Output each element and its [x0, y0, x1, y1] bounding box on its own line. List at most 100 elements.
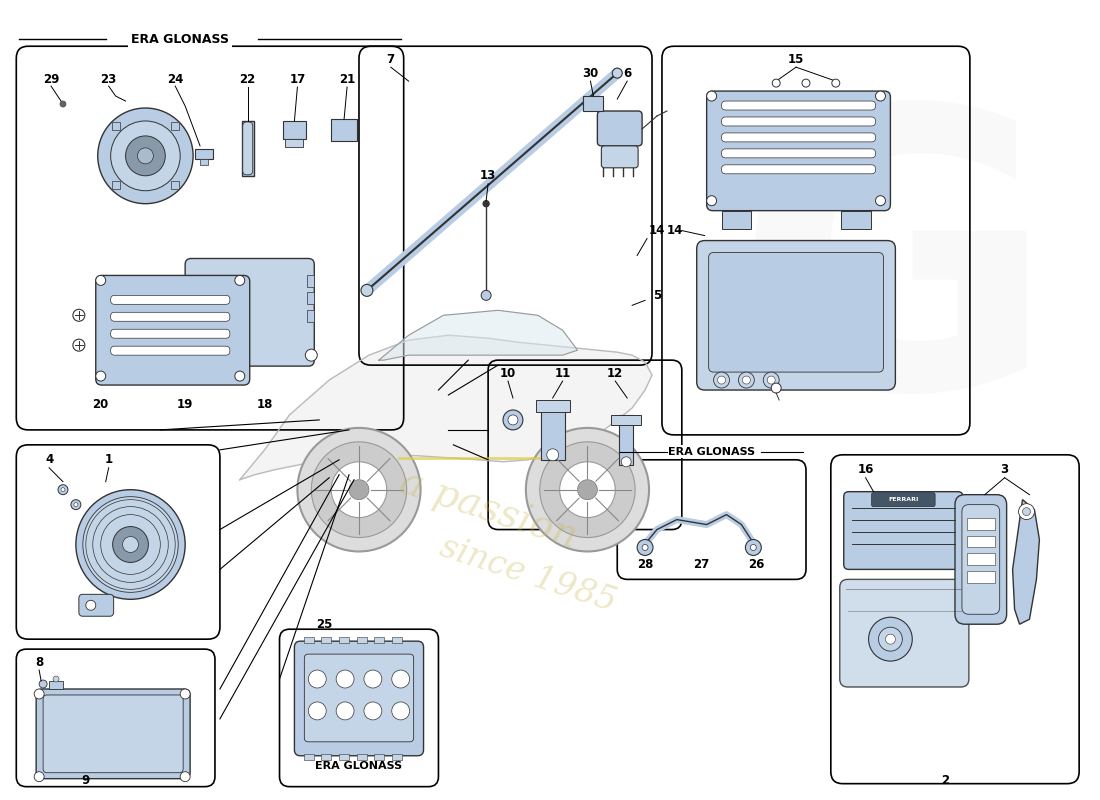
Circle shape [772, 79, 780, 87]
Bar [619, 415, 634, 465]
Text: 17: 17 [289, 73, 306, 86]
Circle shape [613, 68, 623, 78]
Bar [170, 122, 179, 130]
Circle shape [73, 310, 85, 322]
Bar [339, 754, 349, 760]
Circle shape [876, 91, 886, 101]
Polygon shape [378, 310, 578, 360]
FancyBboxPatch shape [43, 695, 184, 773]
FancyBboxPatch shape [111, 295, 230, 304]
Text: 30: 30 [582, 66, 598, 80]
Text: 28: 28 [637, 558, 653, 571]
Text: ERA GLONASS: ERA GLONASS [316, 761, 403, 770]
Text: 29: 29 [43, 73, 59, 86]
Text: ERA GLONASS: ERA GLONASS [668, 447, 756, 457]
Bar [339, 637, 349, 643]
Text: 15: 15 [788, 53, 804, 66]
Bar [612, 415, 641, 425]
Circle shape [331, 462, 387, 518]
Bar [170, 182, 179, 190]
Text: 8: 8 [35, 655, 43, 669]
Circle shape [738, 372, 755, 388]
Text: 16: 16 [857, 463, 873, 476]
Circle shape [1019, 504, 1034, 519]
FancyBboxPatch shape [111, 330, 230, 338]
Circle shape [74, 502, 78, 506]
Circle shape [234, 275, 245, 286]
Circle shape [361, 285, 373, 296]
FancyBboxPatch shape [111, 346, 230, 355]
Circle shape [560, 462, 615, 518]
FancyBboxPatch shape [722, 149, 876, 158]
Circle shape [1023, 508, 1031, 515]
Circle shape [34, 689, 44, 699]
Polygon shape [1013, 500, 1040, 624]
Circle shape [122, 537, 139, 553]
Circle shape [540, 442, 635, 538]
Circle shape [337, 670, 354, 688]
Circle shape [750, 545, 757, 550]
Bar [392, 637, 402, 643]
Circle shape [34, 772, 44, 782]
Bar [195, 149, 213, 159]
Circle shape [392, 702, 409, 720]
Text: G: G [736, 92, 1055, 469]
Text: 1: 1 [104, 454, 112, 466]
Bar [112, 122, 120, 130]
Circle shape [886, 634, 895, 644]
Bar [722, 210, 751, 229]
Circle shape [547, 449, 559, 461]
Bar [307, 292, 315, 304]
Text: 10: 10 [499, 366, 516, 379]
Circle shape [96, 275, 106, 286]
FancyBboxPatch shape [602, 146, 638, 168]
FancyBboxPatch shape [871, 493, 935, 506]
Text: 25: 25 [316, 618, 332, 630]
Text: 14: 14 [667, 224, 683, 237]
Circle shape [642, 545, 648, 550]
Circle shape [771, 383, 781, 393]
Bar [305, 637, 315, 643]
Circle shape [364, 702, 382, 720]
Circle shape [82, 497, 178, 592]
Circle shape [234, 371, 245, 381]
Text: a passion: a passion [395, 463, 582, 556]
FancyBboxPatch shape [96, 275, 250, 385]
Bar [358, 637, 367, 643]
Bar [358, 754, 367, 760]
Text: 11: 11 [554, 366, 571, 379]
Circle shape [40, 680, 47, 688]
Bar [392, 754, 402, 760]
Circle shape [832, 79, 839, 87]
Bar [967, 554, 994, 566]
Circle shape [111, 121, 180, 190]
Circle shape [73, 339, 85, 351]
FancyBboxPatch shape [79, 594, 113, 616]
FancyBboxPatch shape [696, 241, 895, 390]
Text: 5: 5 [653, 289, 661, 302]
Bar [307, 275, 315, 287]
Circle shape [578, 480, 597, 500]
Circle shape [717, 376, 726, 384]
Circle shape [70, 500, 81, 510]
Bar [331, 119, 358, 141]
Circle shape [60, 101, 66, 107]
Text: FERRARI: FERRARI [888, 497, 918, 502]
Text: 3: 3 [1001, 463, 1009, 476]
Circle shape [763, 372, 779, 388]
Circle shape [364, 670, 382, 688]
Circle shape [481, 290, 491, 300]
Circle shape [483, 201, 490, 206]
Text: 13: 13 [480, 170, 496, 182]
Circle shape [96, 371, 106, 381]
Circle shape [392, 670, 409, 688]
Circle shape [802, 79, 810, 87]
Bar [200, 159, 208, 165]
Circle shape [637, 539, 653, 555]
FancyBboxPatch shape [844, 492, 962, 570]
Bar [286, 139, 304, 147]
Circle shape [306, 349, 317, 361]
Text: 27: 27 [694, 558, 710, 571]
Circle shape [876, 196, 886, 206]
Circle shape [746, 539, 761, 555]
